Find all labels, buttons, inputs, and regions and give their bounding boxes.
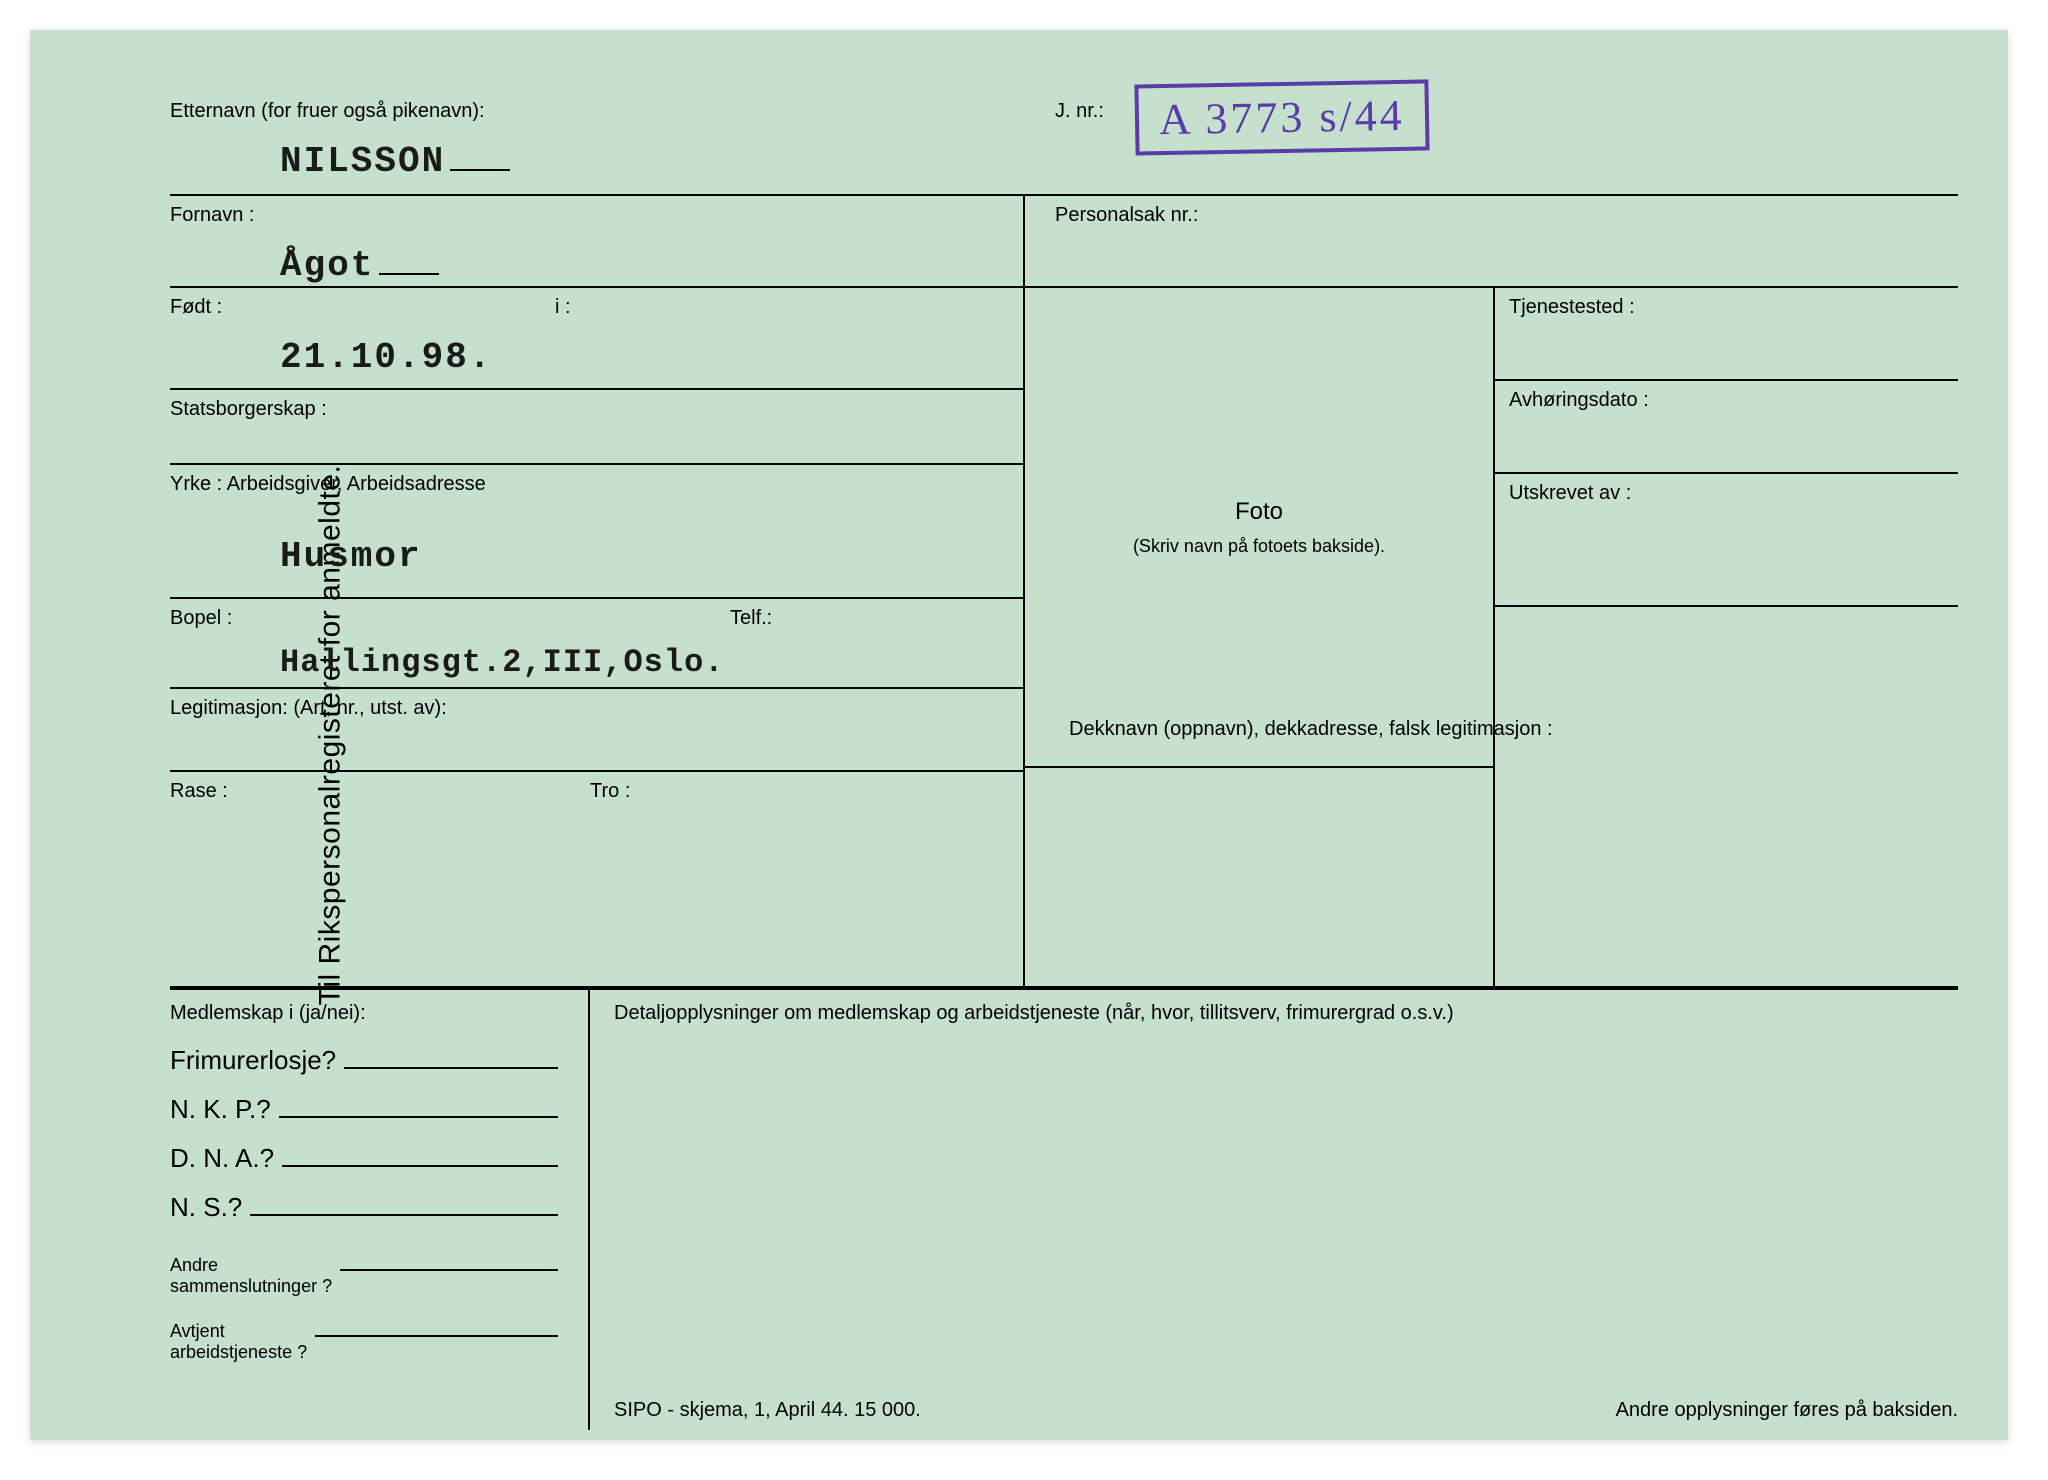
row-bottom: Medlemskap i (ja/nei): Frimurerlosje? N.… bbox=[170, 990, 1958, 1430]
label-utskrevet: Utskrevet av : bbox=[1509, 482, 1958, 505]
mem-q1: Frimurerlosje? bbox=[170, 1045, 336, 1076]
label-andre1: Andre bbox=[170, 1255, 332, 1276]
label-fornavn: Fornavn : bbox=[170, 204, 1023, 227]
col-mid: Foto (Skriv navn på fotoets bakside). bbox=[1025, 286, 1495, 986]
label-i: i : bbox=[555, 296, 571, 319]
details-box: Detaljopplysninger om medlemskap og arbe… bbox=[590, 990, 1958, 1430]
label-avtjent1: Avtjent bbox=[170, 1321, 307, 1342]
row-fornavn: Fornavn : Ågot Personalsak nr.: bbox=[170, 196, 1958, 286]
footer-right: Andre opplysninger føres på baksiden. bbox=[1616, 1399, 1958, 1422]
label-foto-sub: (Skriv navn på fotoets bakside). bbox=[1133, 536, 1385, 557]
value-yrke: Husmor bbox=[280, 536, 422, 577]
label-etternavn: Etternavn (for fruer også pikenavn): bbox=[170, 100, 1025, 123]
membership-box: Medlemskap i (ja/nei): Frimurerlosje? N.… bbox=[170, 990, 590, 1430]
row-main: Født : i : 21.10.98. Statsborgerskap : bbox=[170, 286, 1958, 986]
field-etternavn: Etternavn (for fruer også pikenavn): NIL… bbox=[170, 100, 1025, 182]
label-legitimasjon: Legitimasjon: (Art, nr., utst. av): bbox=[170, 697, 1023, 720]
label-yrke: Yrke : Arbeidsgiver, Arbeidsadresse bbox=[170, 473, 1023, 496]
label-rase: Rase : bbox=[170, 780, 590, 803]
scan-frame: Til Rikspersonalregisteret for anmeldte.… bbox=[0, 0, 2048, 1480]
dekknavn-overlay: Dekknavn (oppnavn), dekkadresse, falsk l… bbox=[1055, 718, 1958, 741]
mem-q2: N. K. P.? bbox=[170, 1094, 271, 1125]
label-tjenestested: Tjenestested : bbox=[1509, 296, 1958, 319]
label-statsborgerskap: Statsborgerskap : bbox=[170, 398, 1023, 421]
label-tro: Tro : bbox=[590, 780, 630, 803]
field-jnr: J. nr.: A 3773 s/44 bbox=[1025, 100, 1958, 182]
mem-q4: N. S.? bbox=[170, 1192, 242, 1223]
row-top: Etternavn (for fruer også pikenavn): NIL… bbox=[170, 100, 1958, 182]
label-andre2: sammenslutninger ? bbox=[170, 1276, 332, 1297]
value-jnr: A 3773 s/44 bbox=[1159, 91, 1406, 144]
label-medlemskap: Medlemskap i (ja/nei): bbox=[170, 1002, 558, 1025]
footer-left: SIPO - skjema, 1, April 44. 15 000. bbox=[614, 1399, 921, 1422]
value-bopel: Hallingsgt.2,III,Oslo. bbox=[280, 644, 724, 681]
card-content: Etternavn (for fruer også pikenavn): NIL… bbox=[170, 100, 1958, 1400]
label-detalj: Detaljopplysninger om medlemskap og arbe… bbox=[614, 1002, 1958, 1025]
value-fornavn: Ågot bbox=[280, 245, 374, 286]
value-etternavn: NILSSON bbox=[280, 141, 445, 182]
label-personalsak: Personalsak nr.: bbox=[1055, 204, 1958, 227]
registration-card: Til Rikspersonalregisteret for anmeldte.… bbox=[30, 30, 2008, 1440]
label-bopel: Bopel : bbox=[170, 607, 730, 630]
label-avhoringsdato: Avhøringsdato : bbox=[1509, 389, 1958, 412]
col-left: Født : i : 21.10.98. Statsborgerskap : bbox=[170, 286, 1025, 986]
label-avtjent2: arbeidstjeneste ? bbox=[170, 1342, 307, 1363]
label-fodt: Født : bbox=[170, 296, 555, 319]
label-foto: Foto bbox=[1235, 498, 1283, 526]
value-fodt: 21.10.98. bbox=[280, 337, 492, 378]
col-right: Tjenestested : Avhøringsdato : Utskrevet… bbox=[1495, 286, 1958, 986]
stamp-jnr: A 3773 s/44 bbox=[1134, 79, 1429, 155]
label-dekknavn: Dekknavn (oppnavn), dekkadresse, falsk l… bbox=[1055, 718, 1958, 741]
label-telf: Telf.: bbox=[730, 607, 772, 630]
mem-q3: D. N. A.? bbox=[170, 1143, 274, 1174]
